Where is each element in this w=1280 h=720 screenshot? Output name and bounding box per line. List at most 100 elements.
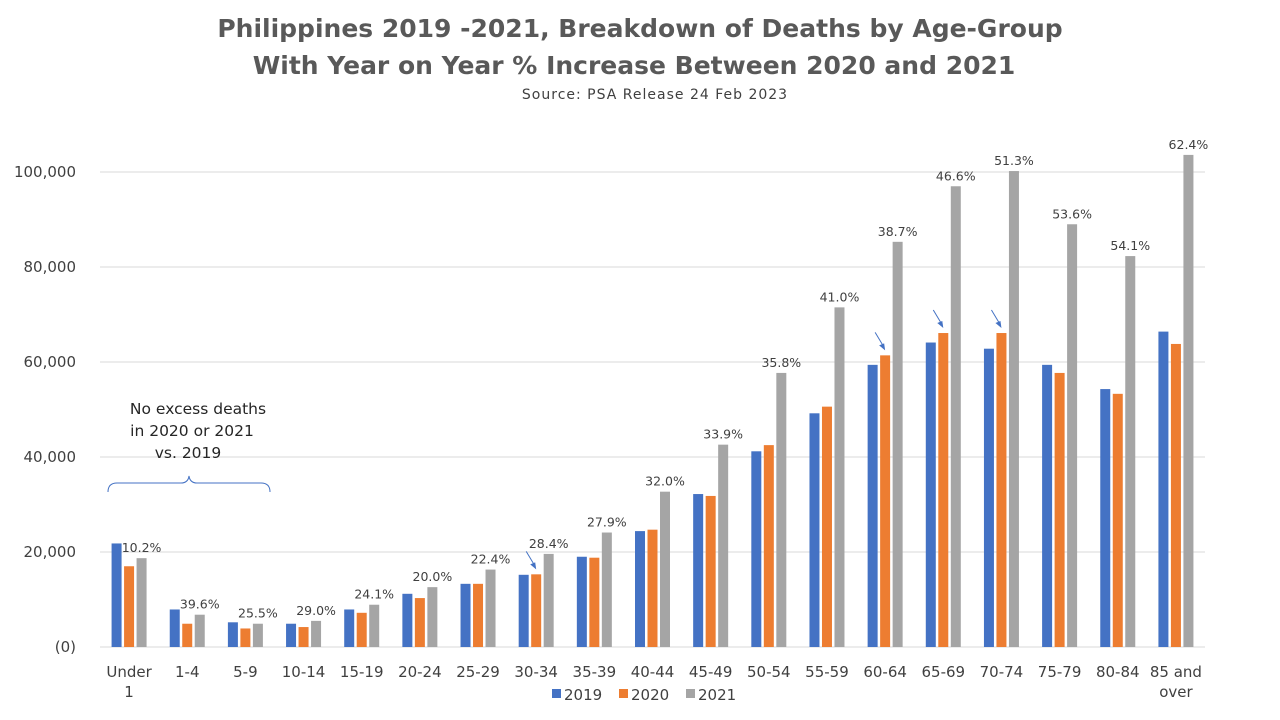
- x-tick-label: Under: [106, 663, 152, 681]
- data-label: 10.2%: [122, 540, 162, 555]
- data-label: 27.9%: [587, 515, 627, 530]
- y-tick-label: 80,000: [24, 258, 77, 276]
- y-tick-label: 40,000: [24, 448, 77, 466]
- bar-2019-80-84: [1100, 389, 1111, 647]
- bar-2020-70-74: [996, 333, 1007, 647]
- bar-2019-30-34: [518, 574, 529, 647]
- data-label: 53.6%: [1052, 206, 1092, 221]
- bar-2019-65-69: [925, 342, 936, 647]
- bar-2020-Under-1: [124, 566, 135, 647]
- data-label: 38.7%: [878, 224, 918, 239]
- bar-2019-70-74: [983, 348, 994, 647]
- bar-2019-35-39: [576, 556, 587, 647]
- x-tick-label: 30-34: [514, 663, 558, 681]
- bar-2021-85-and-over: [1183, 154, 1194, 647]
- bar-2021-10-14: [311, 620, 322, 647]
- bar-2020-5-9: [240, 628, 251, 647]
- x-tick-label: 35-39: [573, 663, 617, 681]
- bar-2021-45-49: [718, 444, 729, 647]
- data-label: 41.0%: [820, 289, 860, 304]
- bar-2019-55-59: [809, 413, 820, 647]
- bar-2020-80-84: [1112, 393, 1123, 647]
- bar-2020-65-69: [938, 333, 949, 647]
- data-label: 62.4%: [1169, 137, 1209, 152]
- x-tick-label: 75-79: [1038, 663, 1082, 681]
- x-tick-label: 60-64: [863, 663, 907, 681]
- data-label: 22.4%: [471, 552, 511, 567]
- annotation: No excess deaths in 2020 or 2021 vs. 201…: [107, 400, 271, 493]
- x-tick-label: 80-84: [1096, 663, 1140, 681]
- arrow-marker: [525, 551, 537, 570]
- bar-2021-70-74: [1008, 171, 1019, 648]
- bar-2020-30-34: [531, 574, 542, 647]
- data-label: 33.9%: [703, 427, 743, 442]
- data-labels: 10.2% 39.6% 25.5% 29.0% 24.1% 20.0% 22.4% 28.4%…: [122, 137, 1209, 621]
- bars: [111, 154, 1194, 648]
- x-tick-label: 40-44: [631, 663, 675, 681]
- arrow-markers: [525, 309, 1002, 570]
- legend-swatch-2021: [686, 689, 695, 698]
- annotation-line-2: in 2020 or 2021: [130, 422, 254, 440]
- bar-2020-10-14: [298, 627, 309, 647]
- x-tick-label: over: [1159, 683, 1193, 701]
- bar-2020-50-54: [763, 445, 774, 647]
- bar-2021-25-29: [485, 569, 496, 647]
- data-label: 32.0%: [645, 474, 685, 489]
- legend: 2019 2020 2021: [552, 686, 736, 704]
- bar-2020-35-39: [589, 557, 600, 647]
- bar-2020-20-24: [414, 598, 425, 647]
- y-tick-label: 20,000: [24, 543, 77, 561]
- x-tick-label: 5-9: [233, 663, 258, 681]
- bar-2021-15-19: [369, 604, 380, 647]
- bar-2019-60-64: [867, 364, 878, 647]
- x-tick-label: 10-14: [282, 663, 326, 681]
- x-tick-label: 1-4: [175, 663, 200, 681]
- bar-2021-40-44: [660, 491, 670, 647]
- x-tick-label: 70-74: [980, 663, 1024, 681]
- legend-label-2019: 2019: [564, 686, 602, 704]
- data-label: 24.1%: [354, 587, 394, 602]
- annotation-line-3: vs. 2019: [155, 444, 222, 462]
- x-tick-label: 85 and: [1150, 663, 1202, 681]
- bar-2019-45-49: [693, 494, 704, 647]
- bar-2021-55-59: [834, 307, 845, 647]
- bar-2019-85-and-over: [1158, 331, 1169, 647]
- x-axis: Under 1 1-4 5-9 10-14 15-19 20-24 25-29 30-34 35-…: [106, 663, 1202, 701]
- x-tick-label: 20-24: [398, 663, 442, 681]
- y-tick-label: 60,000: [24, 353, 77, 371]
- data-label: 25.5%: [238, 606, 278, 621]
- data-label: 46.6%: [936, 168, 976, 183]
- data-label: 28.4%: [529, 536, 569, 551]
- bar-2021-5-9: [252, 623, 263, 647]
- bar-2021-50-54: [776, 372, 787, 647]
- x-tick-label: 15-19: [340, 663, 384, 681]
- y-tick-label: 100,000: [14, 163, 76, 181]
- legend-label-2020: 2020: [631, 686, 669, 704]
- bar-2019-50-54: [751, 451, 762, 647]
- bar-2020-75-79: [1054, 372, 1065, 647]
- gridlines: [100, 171, 1205, 648]
- bar-2021-80-84: [1125, 256, 1136, 647]
- x-tick-label: 45-49: [689, 663, 733, 681]
- bar-2019-75-79: [1042, 364, 1053, 647]
- y-tick-label: (0): [55, 638, 76, 656]
- bar-2021-30-34: [543, 553, 554, 647]
- bar-2021-65-69: [950, 186, 961, 647]
- bar-2019-15-19: [344, 609, 355, 647]
- bar-2020-55-59: [821, 406, 832, 647]
- x-tick-label: 50-54: [747, 663, 791, 681]
- bar-2020-1-4: [182, 623, 193, 647]
- bar-2020-40-44: [647, 529, 658, 647]
- bar-2019-25-29: [460, 583, 471, 647]
- bar-2019-20-24: [402, 593, 413, 647]
- x-tick-label: 25-29: [456, 663, 500, 681]
- data-label: 51.3%: [994, 153, 1034, 168]
- bar-2019-1-4: [169, 609, 180, 647]
- legend-label-2021: 2021: [698, 686, 736, 704]
- chart-title: Philippines 2019 -2021, Breakdown of Dea…: [217, 14, 1062, 43]
- bar-2019-Under-1: [111, 543, 122, 647]
- x-tick-label: 65-69: [921, 663, 965, 681]
- x-tick-label: 1: [124, 683, 134, 701]
- arrow-marker: [991, 309, 1002, 329]
